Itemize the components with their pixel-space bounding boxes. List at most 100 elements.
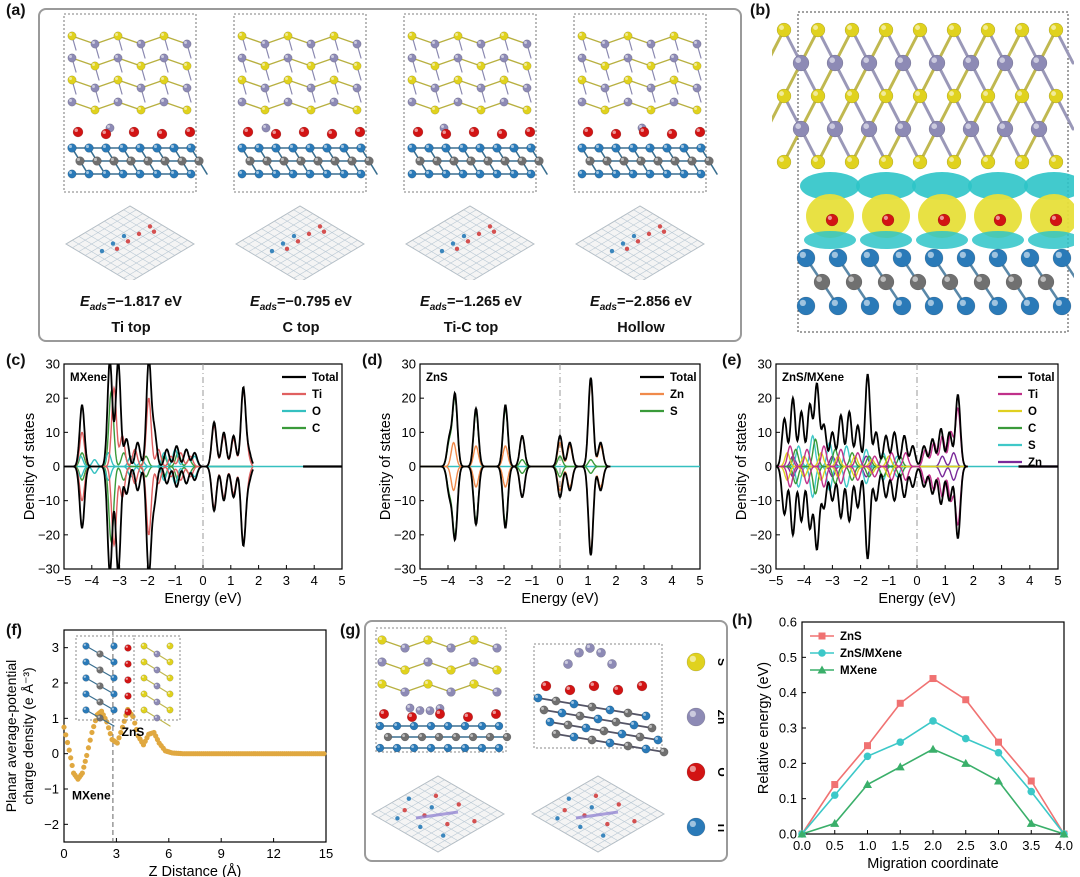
zn-atom xyxy=(446,643,456,653)
c-atom xyxy=(92,156,102,166)
c-atom xyxy=(1037,273,1055,291)
zn-atom xyxy=(492,643,502,653)
o-atom xyxy=(124,676,132,684)
c-atom xyxy=(262,156,272,166)
c-atom xyxy=(245,156,255,166)
ti-atom xyxy=(110,690,118,698)
data-point xyxy=(130,713,136,720)
o-atom xyxy=(124,660,132,668)
top-view-atom xyxy=(657,224,663,229)
s-atom xyxy=(306,61,316,71)
x-tick-label: 3.0 xyxy=(989,838,1007,853)
adsorption-label-4: Eads=−2.856 eV Hollow xyxy=(552,292,730,338)
data-point xyxy=(85,745,92,751)
chart-annotation: MXene xyxy=(70,372,107,384)
ti-atom xyxy=(441,143,451,153)
s-atom xyxy=(140,642,148,650)
data-point xyxy=(895,762,905,771)
ti-atom xyxy=(892,296,912,316)
legend-label: O xyxy=(312,406,321,418)
zn-atom xyxy=(237,97,247,107)
o-atom xyxy=(666,128,678,140)
migration-path xyxy=(575,810,619,820)
depletion-region xyxy=(968,172,1028,200)
o-atom xyxy=(490,708,502,720)
top-view-atom xyxy=(99,248,105,254)
top-view-atom xyxy=(661,229,667,234)
s-atom xyxy=(306,105,316,115)
data-point xyxy=(92,718,99,724)
ti-atom xyxy=(271,169,281,179)
c-atom xyxy=(941,273,959,291)
y-tick-label: 0.3 xyxy=(779,721,797,736)
y-tick-label: 0 xyxy=(409,459,416,474)
s-atom xyxy=(1048,22,1064,38)
y-tick-label: −2 xyxy=(44,817,59,832)
top-view-atom xyxy=(121,233,127,239)
s-atom xyxy=(329,31,339,41)
x-tick-label: 1 xyxy=(942,573,949,588)
o-atom xyxy=(128,126,140,138)
c-atom xyxy=(451,732,461,742)
data-point xyxy=(121,718,127,724)
s-atom xyxy=(692,61,702,71)
ti-atom xyxy=(509,169,519,179)
zn-atom xyxy=(492,687,502,697)
x-tick-label: 4 xyxy=(668,573,675,588)
s-atom xyxy=(692,105,702,115)
ti-atom xyxy=(645,169,655,179)
depletion-region xyxy=(916,231,968,249)
s-atom xyxy=(623,31,633,41)
s-atom xyxy=(352,61,362,71)
c-atom xyxy=(330,156,340,166)
ti-atom xyxy=(237,143,247,153)
s-atom xyxy=(1014,88,1030,104)
charge-density-isosurface xyxy=(800,172,1074,249)
ti-atom xyxy=(577,143,587,153)
top-view-atom xyxy=(632,819,637,824)
top-view-atom xyxy=(284,246,290,252)
s-atom xyxy=(90,105,100,115)
x-tick-label: −5 xyxy=(413,573,428,588)
y-tick-label: −30 xyxy=(394,562,416,577)
x-tick-label: 2 xyxy=(255,573,262,588)
legend-label: Ti xyxy=(312,389,322,401)
legend-label: S xyxy=(670,406,678,418)
ti-atom xyxy=(662,169,672,179)
zn-atom xyxy=(377,657,387,667)
ti-atom xyxy=(526,143,536,153)
depletion-region xyxy=(856,172,916,200)
o-atom xyxy=(564,684,576,696)
panel-g-letter: (g) xyxy=(340,622,361,639)
s-atom xyxy=(600,105,610,115)
data-point xyxy=(929,675,937,683)
x-tick-label: 6 xyxy=(165,846,172,861)
series-line xyxy=(801,677,1065,835)
series-zns xyxy=(798,675,1068,838)
c-atom xyxy=(909,273,927,291)
annotation-mxene: MXene xyxy=(72,789,111,803)
ti-atom xyxy=(237,169,247,179)
x-tick-label: −4 xyxy=(797,573,812,588)
s-atom xyxy=(469,635,479,645)
y-tick-label: −1 xyxy=(44,782,59,797)
ti-atom xyxy=(82,642,90,650)
c-atom xyxy=(75,156,85,166)
data-point xyxy=(831,781,839,789)
y-tick-label: 20 xyxy=(758,391,772,406)
s-atom xyxy=(140,658,148,666)
data-point xyxy=(1059,829,1069,838)
c-atom xyxy=(623,741,633,751)
ti-atom xyxy=(118,169,128,179)
top-view-atom xyxy=(306,231,312,237)
top-view-atom xyxy=(620,241,626,246)
data-point xyxy=(61,724,67,730)
ti-atom xyxy=(628,143,638,153)
s-atom xyxy=(453,31,463,41)
adsorption-energy: Eads=−2.856 eV xyxy=(590,294,692,313)
ti-atom xyxy=(460,721,470,731)
s-atom xyxy=(623,75,633,85)
y-tick-label: 10 xyxy=(46,425,60,440)
legend-label: Ti xyxy=(1028,389,1038,401)
top-view-atom xyxy=(147,224,153,229)
